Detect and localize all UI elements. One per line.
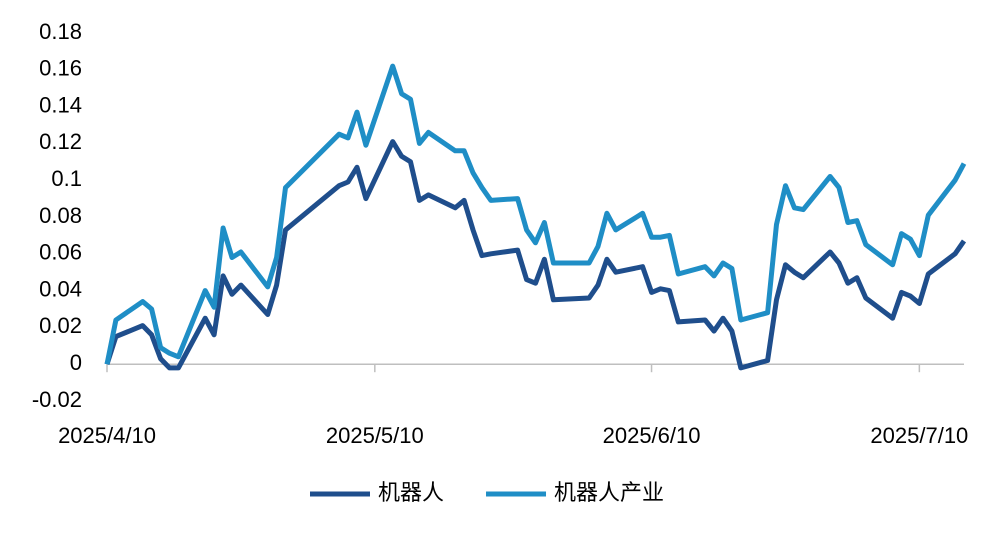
y-tick-label: -0.02 [32,387,82,412]
x-tick-label: 2025/4/10 [58,423,156,448]
legend-label: 机器人 [378,480,444,505]
legend-label: 机器人产业 [554,480,664,505]
y-tick-label: 0.08 [39,203,82,228]
series-line [104,139,967,371]
y-tick-label: 0.16 [39,56,82,81]
y-tick-label: 0.02 [39,313,82,338]
y-tick-label: 0.04 [39,276,82,301]
y-tick-label: 0 [70,350,82,375]
series-line [104,63,967,365]
y-tick-label: 0.18 [39,19,82,44]
y-tick-label: 0.14 [39,92,82,117]
y-tick-label: 0.12 [39,129,82,154]
y-tick-label: 0.1 [51,166,82,191]
x-tick-label: 2025/5/10 [326,423,424,448]
x-tick-label: 2025/7/10 [870,423,968,448]
x-tick-label: 2025/6/10 [603,423,701,448]
y-tick-label: 0.06 [39,240,82,265]
